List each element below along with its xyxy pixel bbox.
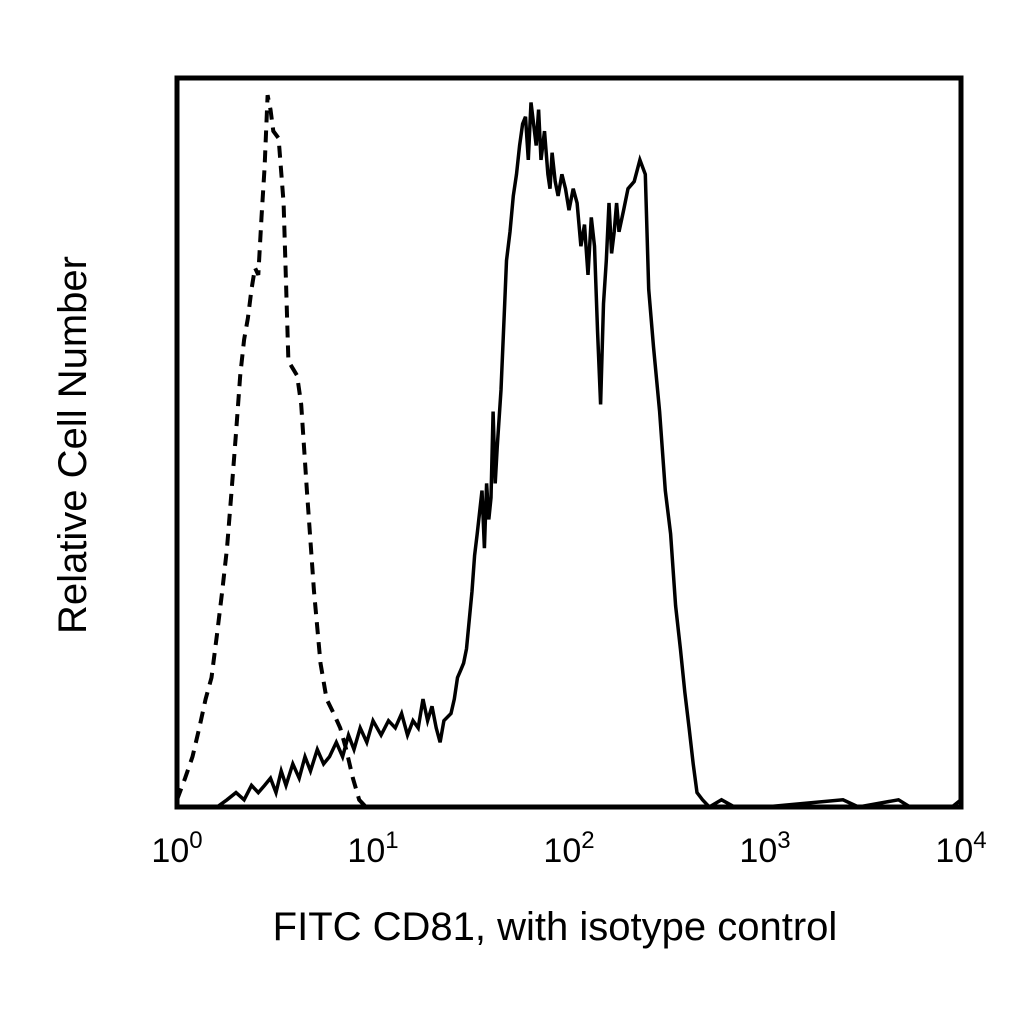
x-tick-label: 104	[935, 827, 986, 870]
x-tick-label: 100	[151, 827, 202, 870]
series-layer	[175, 94, 963, 810]
x-tick-labels: 100 101 102 103 104	[151, 827, 986, 870]
isotype-control-series	[175, 94, 373, 809]
x-tick-label: 101	[347, 827, 398, 870]
y-axis-label: Relative Cell Number	[51, 256, 95, 634]
cd81-series	[177, 102, 963, 810]
x-tick-label: 102	[543, 827, 594, 870]
plot-frame	[174, 75, 964, 810]
x-tick-label: 103	[739, 827, 790, 870]
x-axis-label: FITC CD81, with isotype control	[273, 905, 838, 949]
